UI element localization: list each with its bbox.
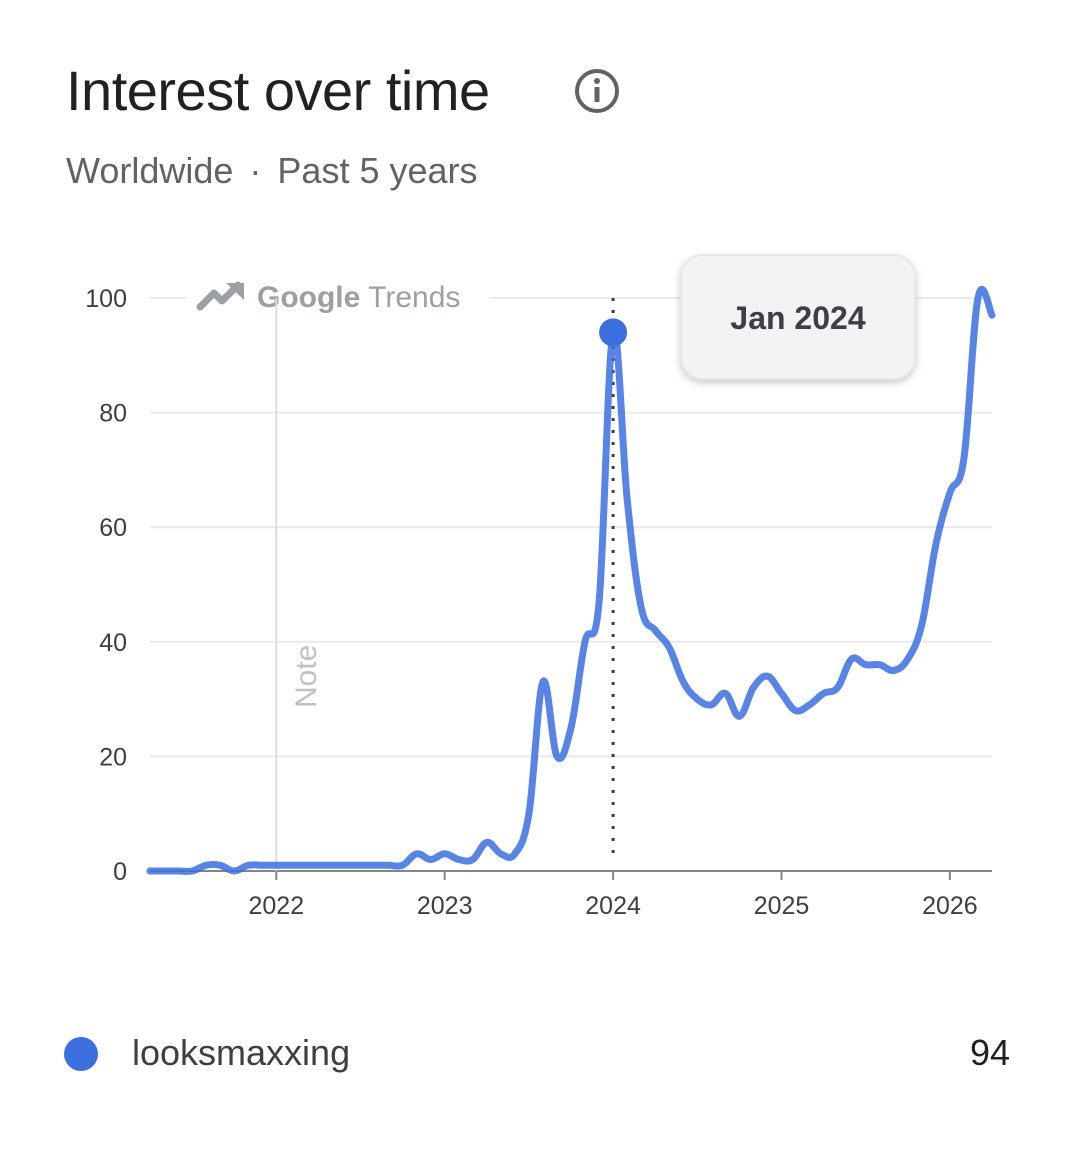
x-tick-label: 2024	[585, 892, 641, 920]
legend-value: 94	[969, 1032, 1010, 1073]
legend-term[interactable]: looksmaxxing	[132, 1032, 351, 1073]
x-tick-label: 2025	[754, 892, 810, 920]
x-axis-ticks: 2022 2023 2024 2025 2026	[248, 871, 978, 920]
legend: looksmaxxing 94	[64, 1028, 1024, 1084]
tooltip: Jan 2024	[680, 254, 916, 380]
info-circle-icon[interactable]	[574, 68, 620, 114]
y-axis-ticks: 0 20 40 60 80 100	[85, 285, 127, 886]
y-tick-label: 0	[113, 858, 127, 886]
x-tick-label: 2026	[922, 892, 978, 920]
watermark-text: Google Trends	[257, 281, 460, 314]
watermark-product: Trends	[368, 281, 460, 314]
note-label[interactable]: Note	[290, 645, 323, 708]
y-tick-label: 20	[99, 743, 127, 771]
highlight-point[interactable]	[599, 318, 628, 347]
separator: ·	[249, 150, 262, 191]
legend-dot	[64, 1037, 98, 1071]
x-tick-label: 2023	[417, 892, 473, 920]
interest-chart[interactable]: 0 20 40 60 80 100 2022 2023 2024 2025 2026 Google…	[0, 230, 1080, 950]
y-tick-label: 80	[99, 400, 127, 428]
tooltip-label: Jan 2024	[730, 300, 865, 336]
y-tick-label: 40	[99, 629, 127, 657]
x-tick-label: 2022	[248, 892, 304, 920]
page-title: Interest over time	[66, 59, 490, 122]
region-label: Worldwide	[66, 150, 234, 191]
watermark-brand: Google	[257, 281, 360, 314]
trending-up-icon	[196, 281, 244, 311]
subtitle: Worldwide · Past 5 years	[66, 150, 478, 192]
y-tick-label: 60	[99, 514, 127, 542]
y-tick-label: 100	[85, 285, 127, 313]
period-label: Past 5 years	[277, 150, 478, 191]
series-line-looksmaxxing[interactable]	[146, 285, 996, 875]
